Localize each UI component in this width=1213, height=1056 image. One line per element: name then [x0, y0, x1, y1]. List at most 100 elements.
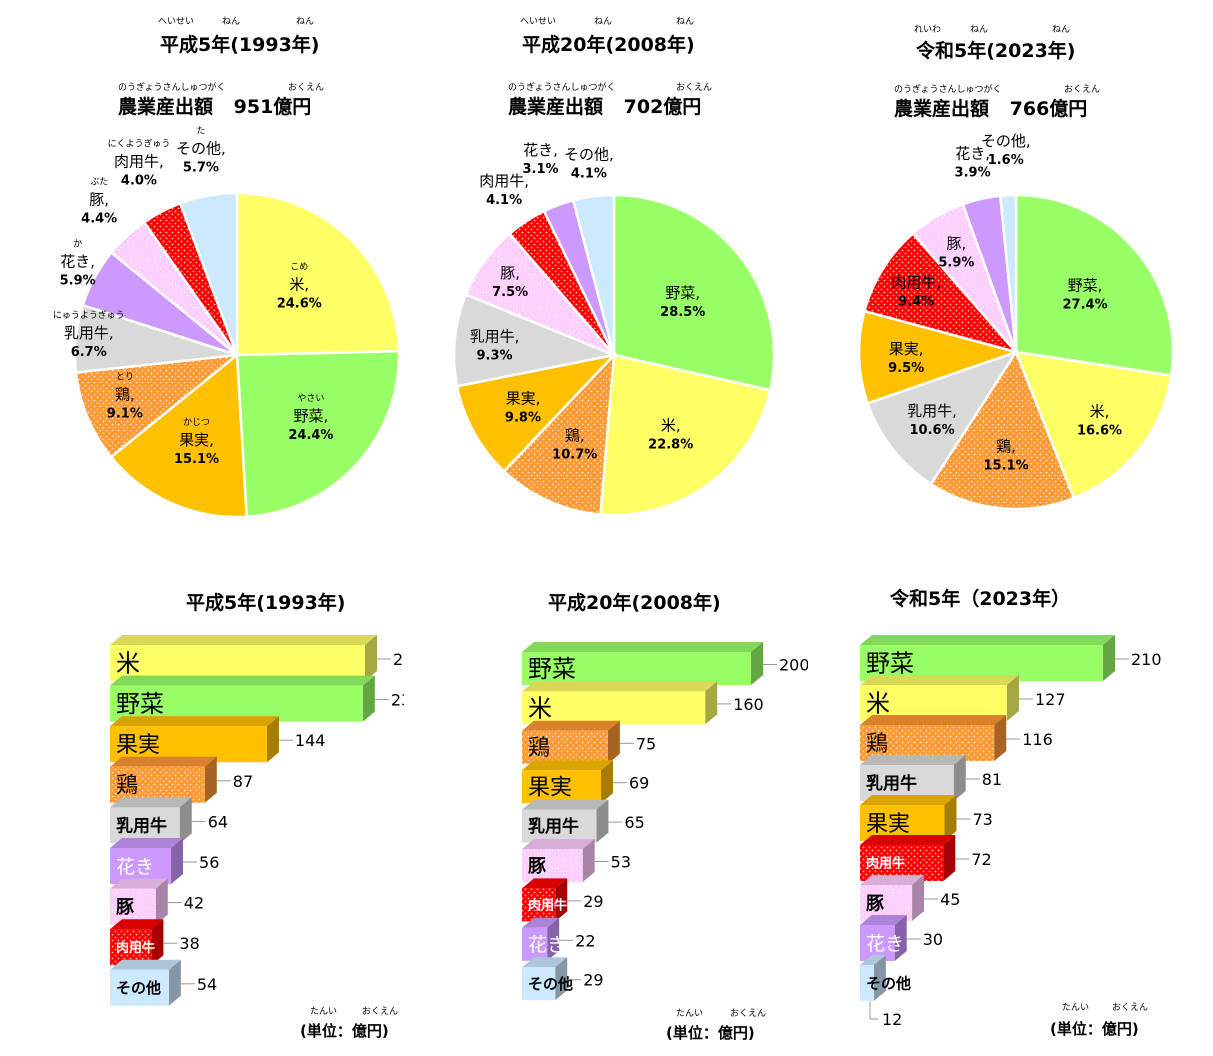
title-ruby-2: ねん: [594, 17, 613, 27]
bar-top: [110, 716, 279, 727]
bar-category-label: 乳用牛: [528, 816, 579, 837]
bar-花き: [522, 927, 548, 961]
bar-category-label: 果実: [528, 776, 572, 801]
slice-label: その他,: [176, 140, 226, 158]
slice-label: 野菜,: [1068, 277, 1103, 295]
bar-top: [860, 635, 1115, 645]
slice-ruby: にゅうようぎゅう: [53, 309, 125, 321]
bar-category-label: 米: [116, 650, 140, 678]
bar-side: [873, 955, 886, 1001]
slice-percent: 5.9%: [60, 273, 96, 288]
slice-label: 果実,: [506, 389, 541, 407]
bar-side: [912, 875, 925, 921]
bar-花き: [110, 848, 172, 884]
slice-label: その他,: [564, 145, 614, 163]
bar-top: [110, 878, 168, 889]
slice-percent: 27.4%: [1063, 298, 1108, 313]
bar-乳用牛: [522, 809, 597, 843]
pie-slice-鶏: [502, 351, 616, 516]
bar-chart: 野菜 210 米 127 鶏 116 乳用牛 81 果実 73 肉用牛 72 豚 45 花き 30 その他 12: [860, 635, 1162, 1029]
bar-top: [110, 838, 184, 848]
bar-category-label: 鶏: [116, 774, 138, 799]
bar-side: [994, 715, 1007, 761]
bar-side: [601, 760, 614, 804]
subtitle-ruby-2: おくえん: [676, 83, 713, 93]
bar-side: [555, 878, 568, 922]
bar-side: [582, 839, 595, 882]
bar-肉用牛: [522, 888, 556, 922]
unit-label: (単位：億円): [666, 1024, 755, 1042]
bar-side: [171, 838, 184, 884]
bar-top: [860, 675, 1019, 685]
slice-percent: 16.6%: [1077, 423, 1122, 438]
bar-category-label: その他: [528, 975, 573, 993]
bar-value-label: 210: [1131, 650, 1162, 669]
panel-1993: へいせい ねん ねん 平成5年(1993年) のうぎょうさんしゅつがく おくえん…: [0, 0, 404, 1056]
pie-slice-鶏: [74, 353, 242, 459]
bar-肉用牛: [110, 929, 152, 966]
pie-slice-その他: [178, 191, 239, 356]
pie-slice-野菜: [1014, 193, 1175, 378]
bar-value-label: 22: [575, 931, 595, 950]
bar-category-label: 野菜: [116, 690, 164, 718]
chart-canvas: 野菜, 27.4% 米, 16.6% 鶏, 15.1% 乳用牛, 10.6% 果実, 9.5% 肉用…: [857, 132, 1175, 1029]
pie-slice-その他: [571, 193, 616, 356]
slice-percent: 4.4%: [81, 212, 117, 227]
bar-category-label: 乳用牛: [116, 816, 167, 837]
slice-percent: 7.5%: [492, 285, 528, 300]
bar-side: [155, 878, 168, 925]
bar-top: [522, 760, 614, 771]
bar-category-label: 米: [866, 690, 890, 718]
slice-percent: 9.3%: [477, 349, 513, 364]
bar-top: [522, 917, 560, 928]
title-ruby-3: ねん: [676, 17, 695, 27]
unit-ruby-2: おくえん: [362, 1007, 399, 1017]
slice-percent: 3.1%: [522, 162, 558, 177]
slice-ruby: か: [73, 238, 82, 249]
bar-top: [522, 642, 763, 652]
bar-value-label: 200: [779, 656, 808, 675]
bar-category-label: 豚: [116, 897, 134, 918]
bar-top: [110, 797, 192, 808]
subtitle-ruby-1: のうぎょうさんしゅつがく: [894, 85, 1002, 95]
bar-category-label: 豚: [866, 893, 884, 914]
subtitle-value: 702億円: [623, 96, 702, 118]
pie-slice-果実: [455, 353, 618, 473]
pie-slice-野菜: [235, 349, 401, 519]
pie-subtitle: 農業産出額 951億円: [118, 92, 311, 119]
slice-percent: 15.1%: [984, 459, 1029, 474]
bar-category-label: 肉用牛: [866, 856, 905, 872]
pie-subtitle: 農業産出額 766億円: [894, 94, 1087, 121]
pie-slice-乳用牛: [452, 292, 619, 388]
slice-ruby: こめ: [290, 261, 308, 272]
bar-category-label: 果実: [116, 733, 160, 758]
bar-category-label: その他: [116, 979, 161, 997]
unit-ruby-2: おくえん: [1112, 1003, 1149, 1013]
bar-category-label: 米: [528, 695, 552, 723]
bar-top: [522, 720, 620, 731]
pie-chart: [73, 191, 401, 519]
slice-label: 花き,: [60, 252, 95, 270]
bar-side: [168, 959, 181, 1006]
bar-value-label: 234: [393, 650, 404, 669]
bar-value-label: 29: [583, 971, 603, 990]
slice-percent: 15.1%: [174, 452, 219, 467]
slice-label: 野菜,: [294, 407, 329, 425]
pie-slice-鶏: [929, 349, 1076, 511]
slice-label: 肉用牛,: [114, 153, 164, 171]
title-ruby-1: れいわ: [914, 25, 942, 35]
slice-label: 豚,: [946, 234, 966, 252]
bar-value-label: 42: [184, 894, 204, 913]
bar-top: [110, 756, 217, 767]
bar-米: [110, 645, 365, 681]
unit-ruby-1: たんい: [676, 1009, 704, 1019]
bar-その他: [110, 969, 169, 1006]
bar-category-label: 肉用牛: [116, 940, 155, 956]
slice-percent: 22.8%: [648, 437, 693, 452]
bar-side: [705, 681, 718, 725]
slice-label: 豚,: [500, 264, 520, 282]
panel-2023: れいわ ねん ねん 令和5年(2023年) のうぎょうさんしゅつがく おくえん …: [808, 0, 1212, 1056]
bar-value-label: 64: [208, 812, 228, 831]
bar-果実: [110, 726, 267, 763]
bar-top: [860, 835, 956, 845]
